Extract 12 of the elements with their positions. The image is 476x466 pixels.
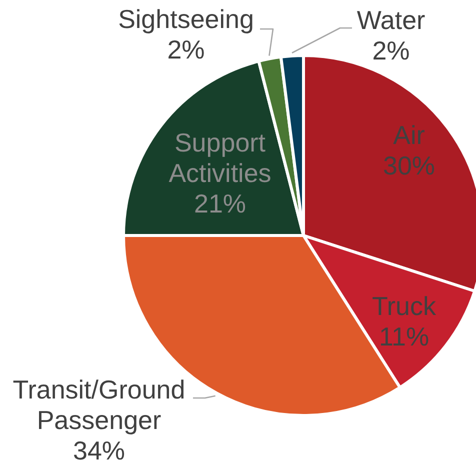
data-label: 21% [194, 188, 246, 219]
slice-label: Transit/Ground Passenger [12, 374, 186, 436]
slice-label: Truck [372, 290, 438, 321]
slice-label: Air [393, 120, 426, 150]
data-label: 2% [372, 35, 410, 66]
data-label: 11% [378, 321, 430, 352]
slice-label: Support Activities [168, 128, 272, 188]
data-label: 2% [167, 34, 205, 64]
data-label: 34% [72, 436, 126, 466]
slice-label: Sightseeing [118, 4, 254, 34]
slice-label: Water [356, 4, 426, 35]
data-label: 30% [382, 150, 436, 180]
